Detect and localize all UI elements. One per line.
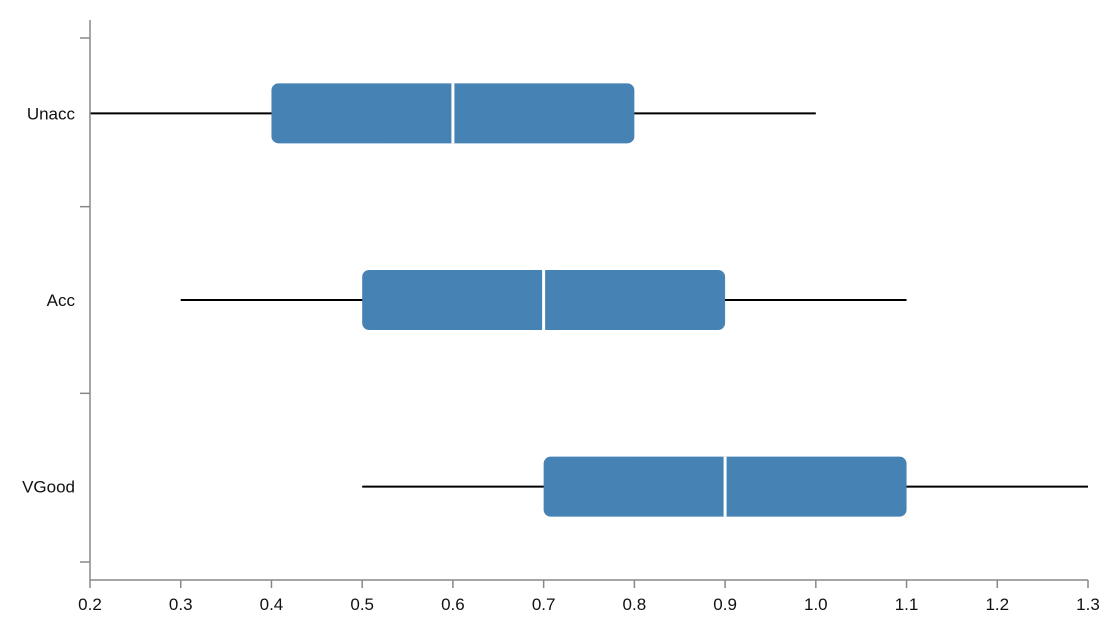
x-tick-label: 1.0 bbox=[804, 595, 828, 614]
y-tick-label: Unacc bbox=[27, 104, 76, 123]
x-tick-label: 0.4 bbox=[260, 595, 284, 614]
x-tick-label: 1.2 bbox=[985, 595, 1009, 614]
y-tick-label: Acc bbox=[47, 291, 76, 310]
x-tick-label: 0.9 bbox=[713, 595, 737, 614]
x-tick-label: 0.6 bbox=[441, 595, 465, 614]
x-tick-label: 0.2 bbox=[78, 595, 102, 614]
box-unacc bbox=[90, 83, 816, 144]
x-tick-label: 0.8 bbox=[623, 595, 647, 614]
x-tick-label: 0.5 bbox=[350, 595, 374, 614]
x-tick-label: 1.3 bbox=[1076, 595, 1100, 614]
y-tick-label: VGood bbox=[22, 478, 75, 497]
axes: Unacc Acc VGood 0.2 0.3 0.4 0.5 0.6 0.7 0.8 0.9 1.0… bbox=[22, 20, 1100, 614]
box-acc bbox=[180, 270, 907, 330]
box-vgood bbox=[362, 456, 1088, 517]
x-tick-label: 0.3 bbox=[169, 595, 193, 614]
x-tick-label: 1.1 bbox=[895, 595, 919, 614]
plot-area bbox=[90, 83, 1088, 517]
x-tick-label: 0.7 bbox=[532, 595, 556, 614]
